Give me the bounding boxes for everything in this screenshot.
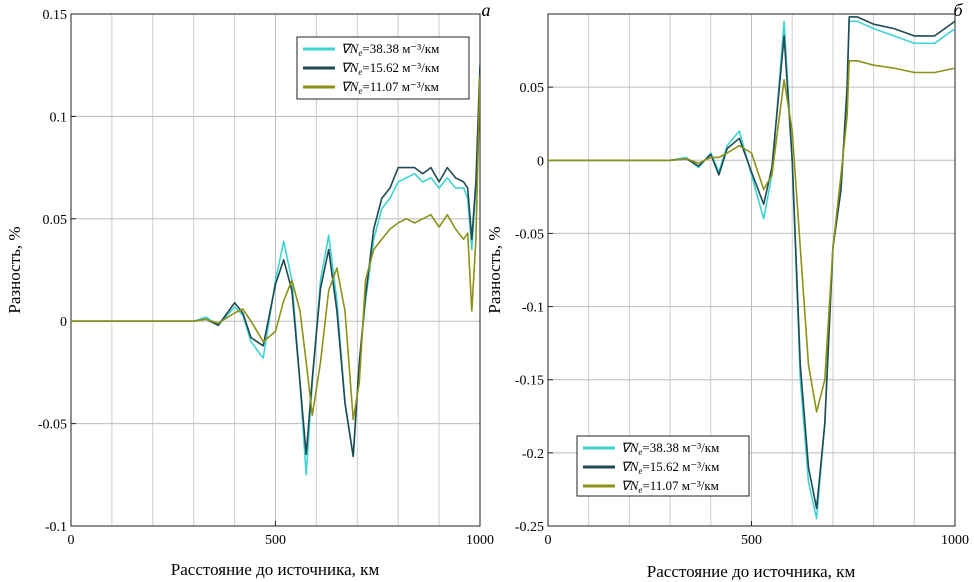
panel-2-ytick-label: 0 [537, 154, 544, 169]
panel-2-ytick-label: -0.25 [515, 520, 544, 535]
panel-2-xlabel: Расстояние до источника, км [647, 562, 856, 581]
panel-2-series-group [548, 16, 955, 520]
panel-1-xtick-label: 1000 [466, 533, 494, 548]
panel-1-ylabel: Разность, % [5, 226, 24, 313]
panel-1-xlabel: Расстояние до источника, км [171, 560, 380, 579]
panel-2-ytick-label: -0.1 [522, 301, 544, 316]
panel-1-ytick-label: 0.15 [43, 8, 68, 23]
panel-2-legend-label-3: ∇Ne=11.07 м⁻³/км [621, 478, 719, 495]
panel-1-series-line-3 [71, 75, 480, 421]
panel-1-letter: а [482, 0, 491, 20]
panel-2-xtick-label: 1000 [941, 533, 969, 548]
panel-2-letter: б [953, 0, 963, 20]
panel-1-ytick-label: 0 [60, 315, 67, 330]
panel-2-legend-label-1: ∇Ne=38.38 м⁻³/км [621, 440, 719, 457]
panel-1-ytick-label: -0.1 [45, 520, 67, 535]
panel-1-xtick-label: 500 [265, 533, 286, 548]
panel-2-xtick-label: 0 [545, 533, 552, 548]
panel-1-legend-label-3: ∇Ne=11.07 м⁻³/км [341, 79, 439, 96]
panel-2-ytick-label: 0.05 [520, 81, 545, 96]
panel-1-series-line-2 [71, 65, 480, 458]
panel-2-ytick-label: -0.2 [522, 447, 544, 462]
panel-2-ytick-label: -0.15 [515, 374, 544, 389]
panel-1-legend-label-2: ∇Ne=15.62 м⁻³/км [341, 60, 439, 77]
panel-1-series-group [71, 65, 480, 476]
panel-2-ytick-label: -0.05 [515, 227, 544, 242]
panel-2: 0 500 1000 -0.25 -0.2 -0.15 -0.1 -0.05 0 0.05 Расс… [485, 0, 969, 581]
panel-2-ylabel: Разность, % [485, 226, 504, 313]
panel-2-xtick-label: 500 [741, 533, 762, 548]
panel-1-ytick-label: -0.05 [38, 418, 67, 433]
panel-1-legend: ∇Ne=38.38 м⁻³/км ∇Ne=15.62 м⁻³/км ∇Ne=11.0… [296, 36, 470, 100]
panel-1-ytick-label: 0.1 [50, 110, 68, 125]
panel-2-legend: ∇Ne=38.38 м⁻³/км ∇Ne=15.62 м⁻³/км ∇Ne=11.0… [576, 435, 750, 497]
panel-2-series-line-3 [548, 60, 955, 413]
panel-1-ytick-label: 0.05 [43, 213, 68, 228]
panel-1-xtick-label: 0 [68, 533, 75, 548]
panel-2-legend-label-2: ∇Ne=15.62 м⁻³/км [621, 459, 719, 476]
panel-1: 0 500 1000 -0.1 -0.05 0 0.05 0.1 0.15 Расстояние … [5, 0, 494, 579]
panel-1-legend-label-1: ∇Ne=38.38 м⁻³/км [341, 41, 439, 58]
